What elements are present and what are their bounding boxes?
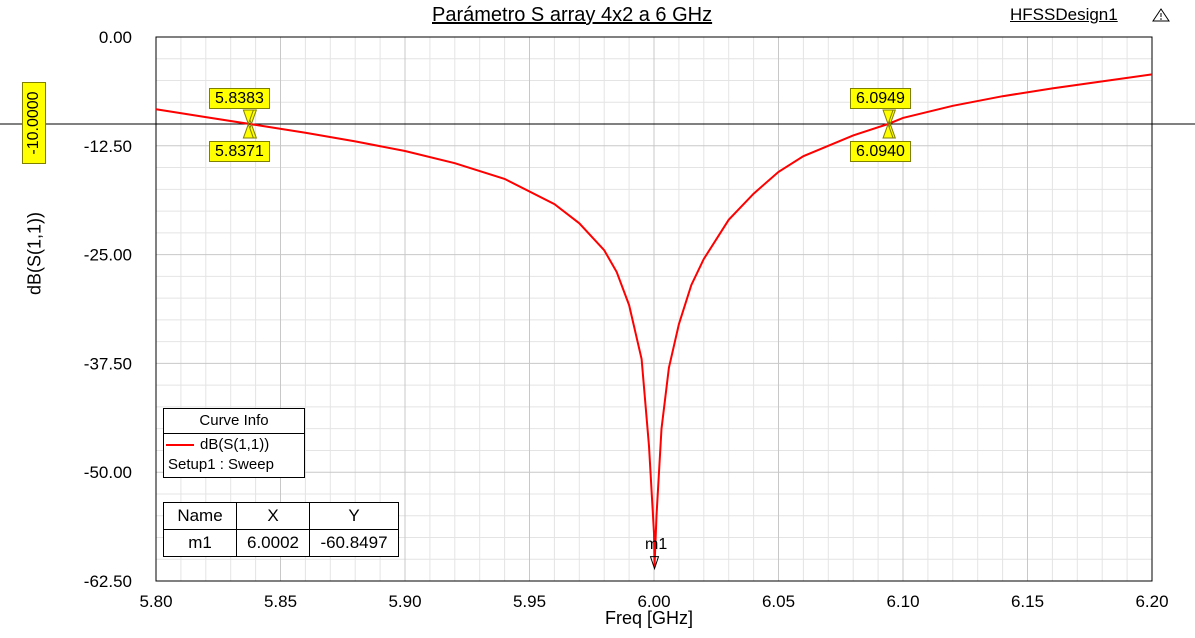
marker-point bbox=[242, 109, 255, 126]
marker-m1-point bbox=[649, 556, 660, 571]
curve-info-legend[interactable]: Curve Info dB(S(1,1)) Setup1 : Sweep bbox=[163, 408, 305, 478]
legend-entry[interactable]: dB(S(1,1)) bbox=[166, 436, 269, 453]
warning-triangle-icon bbox=[1152, 8, 1170, 22]
x-tick-label: 6.00 bbox=[637, 592, 670, 611]
y-tick-label: -62.50 bbox=[84, 572, 132, 591]
design-name[interactable]: HFSSDesign1 bbox=[1010, 5, 1118, 24]
legend-source: Setup1 : Sweep bbox=[168, 456, 274, 473]
y-tick-label: -25.00 bbox=[84, 246, 132, 265]
marker-label-5-8371[interactable]: 5.8371 bbox=[209, 141, 270, 162]
chart-title: Parámetro S array 4x2 a 6 GHz bbox=[432, 4, 713, 26]
marker-table-header-name: Name bbox=[163, 502, 237, 530]
x-tick-label: 6.20 bbox=[1135, 592, 1168, 611]
reference-line-label[interactable]: -10.0000 bbox=[22, 82, 46, 164]
marker-y-cell: -60.8497 bbox=[309, 529, 399, 557]
x-tick-label: 5.90 bbox=[388, 592, 421, 611]
y-tick-label: -50.00 bbox=[84, 463, 132, 482]
x-tick-label: 5.80 bbox=[139, 592, 172, 611]
marker-table-header-y: Y bbox=[309, 502, 399, 530]
marker-table-header-x: X bbox=[236, 502, 310, 530]
marker-point bbox=[242, 122, 255, 139]
marker-table-row: m1 6.0002 -60.8497 bbox=[163, 529, 399, 557]
marker-point bbox=[882, 109, 894, 126]
x-axis-label: Freq [GHz] bbox=[605, 608, 694, 628]
marker-point bbox=[882, 122, 894, 139]
y-tick-label: 0.00 bbox=[99, 28, 132, 47]
y-tick-label: -37.50 bbox=[84, 354, 132, 373]
marker-label-6-0949[interactable]: 6.0949 bbox=[850, 88, 911, 109]
legend-header: Curve Info bbox=[164, 409, 304, 434]
x-tick-label: 6.15 bbox=[1011, 592, 1044, 611]
marker-table[interactable]: Name X Y m1 6.0002 -60.8497 bbox=[163, 502, 399, 557]
x-tick-label: 5.85 bbox=[264, 592, 297, 611]
plot-frame bbox=[155, 36, 1153, 582]
marker-x-cell: 6.0002 bbox=[236, 529, 310, 557]
marker-m1-label: m1 bbox=[645, 536, 668, 553]
marker-table-header: Name X Y bbox=[163, 502, 399, 530]
x-tick-label: 6.10 bbox=[886, 592, 919, 611]
legend-entry-label: dB(S(1,1)) bbox=[200, 436, 270, 453]
marker-label-6-0940[interactable]: 6.0940 bbox=[850, 141, 911, 162]
x-tick-label: 6.05 bbox=[762, 592, 795, 611]
legend-swatch bbox=[166, 444, 194, 447]
marker-name-cell: m1 bbox=[163, 529, 237, 557]
y-axis-label: dB(S(1,1)) bbox=[24, 211, 45, 295]
marker-label-5-8383[interactable]: 5.8383 bbox=[209, 88, 270, 109]
y-tick-label: -12.50 bbox=[84, 137, 132, 156]
x-tick-label: 5.95 bbox=[513, 592, 546, 611]
series-line bbox=[155, 73, 1153, 567]
